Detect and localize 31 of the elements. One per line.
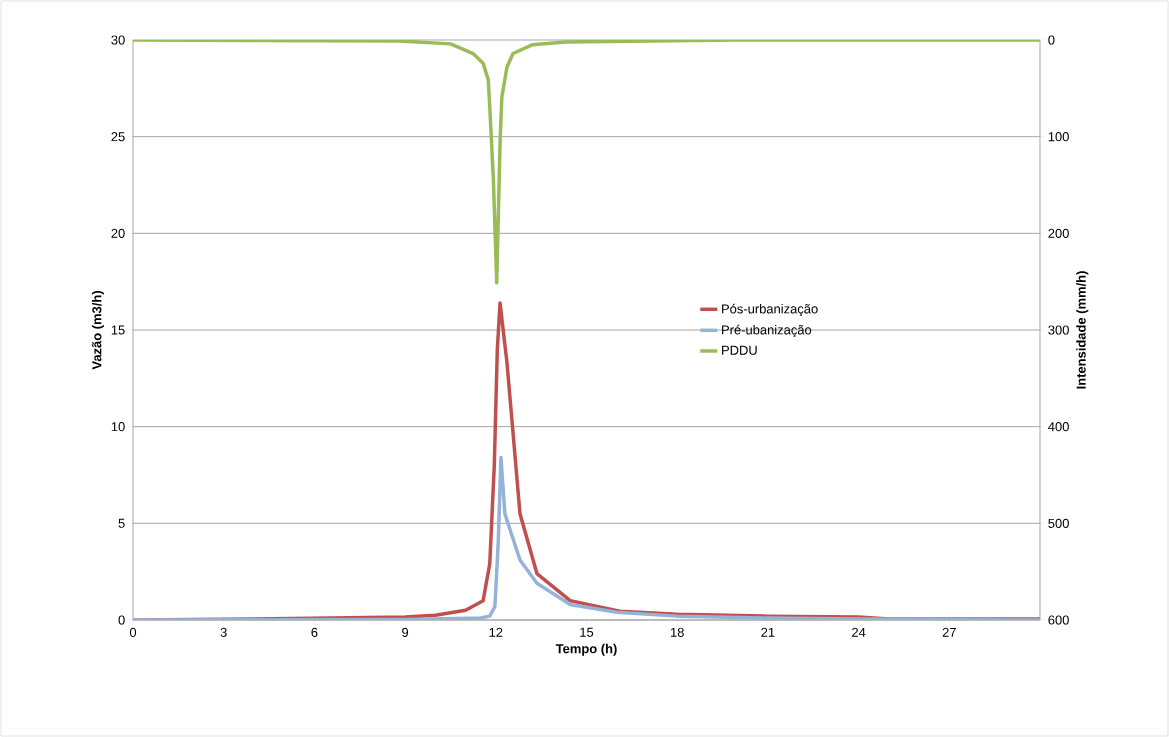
- y2-tick-label: 400: [1048, 422, 1069, 432]
- y-tick-label: 30: [111, 35, 125, 45]
- x-tick-label: 21: [761, 627, 775, 637]
- x-axis-title: Tempo (h): [555, 643, 617, 656]
- x-tick-label: 0: [129, 627, 137, 637]
- y-tick-label: 20: [111, 228, 125, 238]
- y2-tick-label: 100: [1048, 132, 1069, 142]
- y2-tick-label: 500: [1048, 518, 1069, 528]
- x-tick-label: 24: [852, 627, 866, 637]
- x-tick-label: 9: [402, 627, 409, 637]
- x-tick-label: 12: [489, 627, 503, 637]
- y2-tick-label: 300: [1048, 325, 1069, 335]
- x-tick-label: 18: [670, 627, 684, 637]
- legend-label: Pós-urbanização: [722, 303, 818, 317]
- x-tick-label: 27: [942, 627, 956, 637]
- y-tick-label: 25: [111, 132, 125, 142]
- x-tick-label: 6: [311, 627, 318, 637]
- y2-tick-label: 600: [1048, 615, 1069, 625]
- y2-axis-title: Intensidade (mm/h): [1076, 271, 1089, 389]
- y-tick-label: 15: [111, 325, 125, 335]
- x-tick-label: 15: [580, 627, 594, 637]
- y2-tick-label: 0: [1048, 35, 1055, 45]
- legend-label: PDDU: [722, 345, 757, 355]
- x-tick-label: 3: [220, 627, 227, 637]
- y2-tick-label: 200: [1048, 228, 1069, 238]
- y-axis-title: Vazão (m3/h): [91, 291, 104, 370]
- y-tick-label: 5: [118, 518, 125, 528]
- legend-label: Pré-ubanização: [722, 324, 812, 338]
- line-series: [133, 40, 1041, 285]
- y-tick-label: 10: [111, 422, 125, 432]
- y-tick-label: 0: [118, 615, 125, 625]
